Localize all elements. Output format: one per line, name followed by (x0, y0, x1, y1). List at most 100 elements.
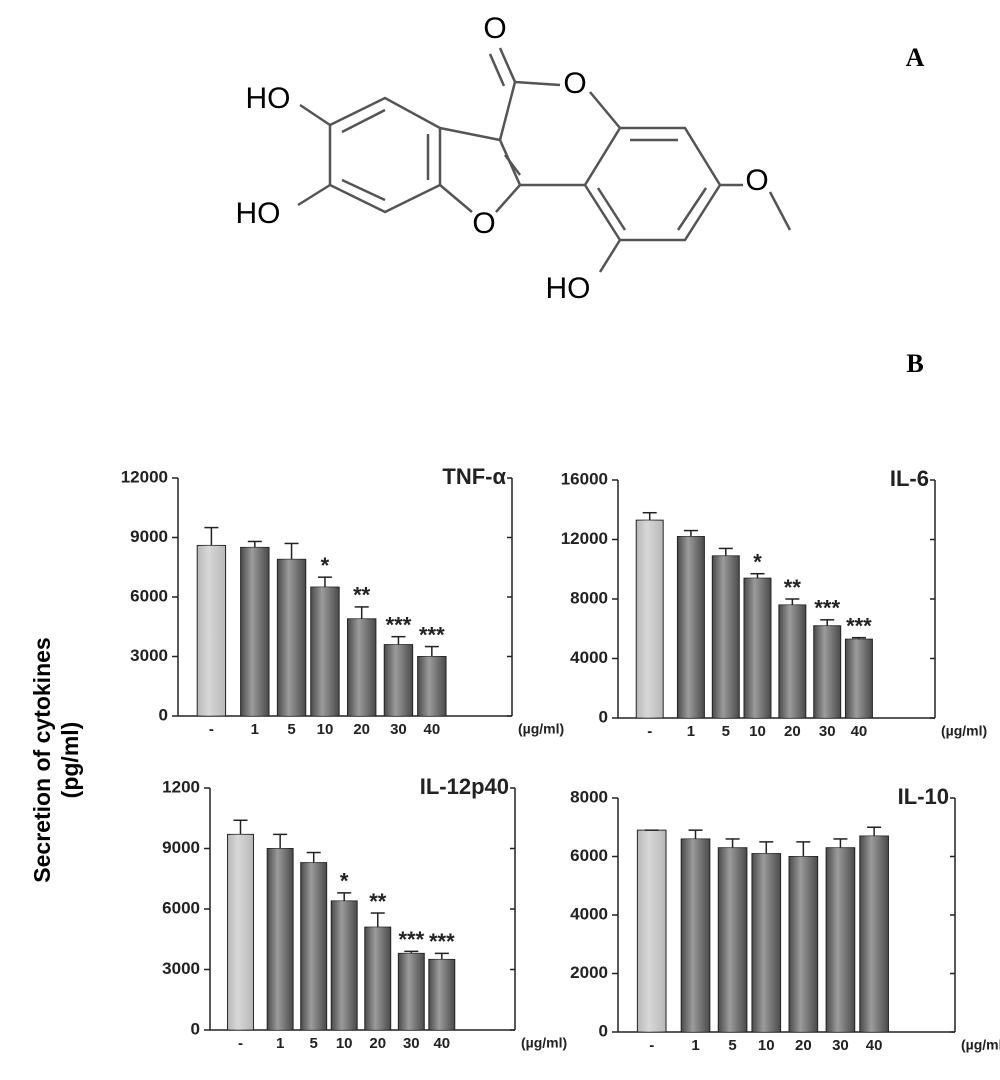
y-tick-label: 4000 (570, 648, 608, 667)
x-tick-label: 20 (795, 1037, 812, 1054)
bar-shine (718, 847, 747, 1032)
y-tick-label: 8000 (570, 787, 608, 806)
bar-shine (384, 644, 413, 716)
x-tick-label: 40 (433, 1035, 450, 1052)
x-tick-label: 10 (317, 721, 334, 738)
significance: *** (386, 612, 412, 637)
bar-shine (859, 836, 889, 1032)
x-tick-label: 30 (403, 1035, 420, 1052)
panel-label: B (906, 349, 923, 378)
x-tick-label: 1 (687, 723, 695, 740)
bar-shine (197, 545, 226, 716)
y-tick-label: 0 (599, 1021, 608, 1040)
x-tick-label: - (647, 723, 652, 740)
x-tick-label: 1 (251, 721, 259, 738)
x-unit-label: (µg/ml) (521, 1035, 567, 1051)
y-tick-label: 6000 (130, 586, 168, 605)
bar-shine (277, 559, 306, 716)
x-tick-label: - (238, 1035, 243, 1052)
bar-shine (347, 618, 376, 716)
significance: ** (353, 583, 371, 608)
bar-shine (267, 848, 294, 1030)
x-tick-label: 10 (336, 1035, 353, 1052)
chart-title: IL-10 (898, 784, 949, 809)
bar-shine (751, 853, 781, 1032)
y-tick-label: 9000 (162, 838, 200, 857)
x-unit-label: (µg/ml) (941, 723, 987, 739)
bar-shine (778, 604, 806, 718)
x-tick-label: 20 (369, 1035, 386, 1052)
chart: 0 3000 6000 9000 1200 IL-12p40 - 1 5 * 10 ** 20 *** 30… (162, 774, 567, 1052)
bar-shine (637, 830, 667, 1032)
y-tick-label: 2000 (570, 963, 608, 982)
atom-label: O (745, 164, 768, 197)
x-tick-label: 40 (866, 1037, 883, 1054)
chart: 0 4000 8000 12000 16000 IL-6 - 1 5 * 10 ** 20 *** 30 **… (561, 466, 987, 740)
y-tick-label: 8000 (570, 588, 608, 607)
y-axis-title-line: (pg/ml) (57, 722, 83, 799)
bar-shine (428, 959, 455, 1030)
x-tick-label: - (649, 1037, 654, 1054)
x-tick-label: 20 (353, 721, 370, 738)
bar-shine (227, 834, 254, 1030)
atom-label: O (563, 67, 586, 100)
x-tick-label: 40 (423, 721, 440, 738)
y-tick-label: 12000 (561, 529, 608, 548)
x-unit-label: (µg/ml) (518, 721, 564, 737)
y-tick-label: 1200 (162, 777, 200, 796)
x-tick-label: 5 (728, 1037, 736, 1054)
bar-shine (240, 547, 270, 716)
atom-label: O (483, 12, 506, 45)
bar-shine (300, 862, 327, 1030)
y-tick-label: 6000 (570, 846, 608, 865)
chart-title: IL-12p40 (420, 774, 509, 799)
bar-shine (826, 847, 855, 1032)
chart: 0 2000 4000 6000 8000 IL-10 - 1 5 10 20 30 40 (µg/ml) (570, 784, 1000, 1054)
bar-shine (813, 625, 841, 718)
bar-shine (310, 587, 340, 716)
significance: *** (429, 929, 455, 954)
panel-label: A (906, 43, 925, 72)
y-tick-label: 4000 (570, 904, 608, 923)
y-tick-label: 9000 (130, 527, 168, 546)
significance: * (321, 553, 330, 578)
x-unit-label: (µg/ml) (961, 1037, 1000, 1053)
bar-shine (712, 555, 740, 718)
chart: 0 3000 6000 9000 12000 TNF-α - 1 5 * 10 ** 20 *** 30 **… (121, 464, 564, 738)
significance: ** (369, 889, 387, 914)
x-tick-label: 40 (851, 723, 868, 740)
x-tick-label: 5 (287, 721, 295, 738)
x-tick-label: 1 (691, 1037, 699, 1054)
x-tick-label: - (209, 721, 214, 738)
y-tick-label: 0 (159, 705, 168, 724)
x-tick-label: 5 (722, 723, 730, 740)
x-tick-label: 20 (784, 723, 801, 740)
y-tick-label: 6000 (162, 898, 200, 917)
y-axis-title: Secretion of cytokines (pg/ml) (29, 637, 83, 882)
atom-label: HO (236, 197, 281, 230)
bar-shine (789, 856, 818, 1032)
bar-shine (398, 953, 425, 1030)
significance: *** (419, 622, 445, 647)
chart-title: TNF-α (442, 464, 506, 489)
x-tick-label: 10 (758, 1037, 775, 1054)
x-tick-label: 1 (276, 1035, 284, 1052)
bar-shine (417, 656, 447, 716)
y-tick-label: 0 (599, 707, 608, 726)
significance: * (753, 550, 762, 575)
chart-title: IL-6 (890, 466, 929, 491)
x-tick-label: 10 (749, 723, 766, 740)
significance: *** (846, 613, 872, 638)
y-axis-title-line: Secretion of cytokines (29, 637, 55, 882)
bar-shine (677, 536, 705, 718)
bar-shine (331, 900, 358, 1030)
significance: * (340, 869, 349, 894)
y-tick-label: 3000 (162, 959, 200, 978)
bar-shine (845, 639, 873, 718)
x-tick-label: 5 (310, 1035, 318, 1052)
bar-shine (364, 927, 391, 1030)
atom-label: HO (546, 272, 591, 305)
significance: *** (814, 596, 840, 621)
bar-shine (636, 520, 664, 718)
